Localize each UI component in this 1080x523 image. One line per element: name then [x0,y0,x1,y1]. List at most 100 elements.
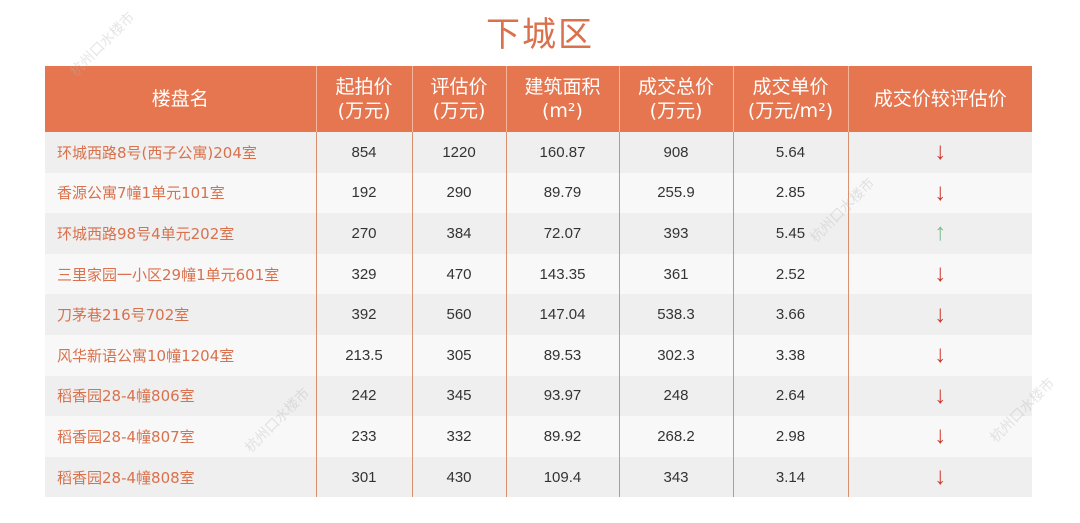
header-label: 楼盘名 [151,88,209,110]
cell-floor-area: 89.92 [506,416,620,457]
cell-property-name: 环城西路98号4单元202室 [45,213,317,254]
cell-trend: ↓ [848,416,1032,457]
cell-deal-total: 908 [619,132,734,173]
cell-trend: ↓ [848,253,1032,295]
arrow-down-icon: ↓ [934,381,947,409]
table-row: 环城西路8号(西子公寓)204室 854 1220 160.87 908 5.6… [45,132,1032,173]
arrow-up-icon: ↑ [934,219,947,247]
arrow-down-icon: ↓ [934,178,947,206]
header-unit: (万元) [432,100,486,122]
cell-appraisal-price: 430 [412,456,507,498]
arrow-down-icon: ↓ [934,300,947,328]
cell-appraisal-price: 305 [412,334,507,376]
cell-property-name: 香源公寓7幢1单元101室 [45,172,317,214]
header-unit: (万元/m²) [747,100,834,122]
header-label: 成交价较评估价 [873,88,1007,110]
cell-floor-area: 109.4 [506,456,620,498]
cell-floor-area: 160.87 [506,132,620,173]
header-unit: (m²) [542,100,583,122]
cell-property-name: 稻香园28-4幢806室 [45,375,317,417]
arrow-down-icon: ↓ [934,422,947,450]
cell-deal-unit-price: 2.64 [733,375,849,417]
cell-appraisal-price: 345 [412,375,507,417]
arrow-down-icon: ↓ [934,138,947,166]
cell-appraisal-price: 1220 [412,132,507,173]
cell-deal-total: 538.3 [619,294,734,335]
cell-trend: ↑ [848,213,1032,254]
table-row: 三里家园一小区29幢1单元601室 329 470 143.35 361 2.5… [45,253,1032,295]
cell-start-price: 329 [316,253,413,295]
arrow-down-icon: ↓ [934,341,947,369]
cell-start-price: 242 [316,375,413,417]
cell-deal-unit-price: 5.45 [733,213,849,254]
cell-start-price: 213.5 [316,334,413,376]
header-row: 楼盘名 起拍价 (万元) 评估价 (万元) 建筑面积 (m²) 成交总价 (万元… [45,66,1032,132]
cell-deal-total: 393 [619,213,734,254]
table-row: 风华新语公寓10幢1204室 213.5 305 89.53 302.3 3.3… [45,334,1032,376]
header-deal-vs-appraisal: 成交价较评估价 [848,66,1032,132]
cell-appraisal-price: 384 [412,213,507,254]
cell-deal-total: 361 [619,253,734,295]
cell-start-price: 233 [316,416,413,457]
arrow-down-icon: ↓ [934,463,947,491]
cell-floor-area: 89.53 [506,334,620,376]
cell-trend: ↓ [848,334,1032,376]
header-start-price: 起拍价 (万元) [316,66,413,132]
cell-deal-unit-price: 2.52 [733,253,849,295]
header-floor-area: 建筑面积 (m²) [506,66,620,132]
cell-deal-unit-price: 3.14 [733,456,849,498]
cell-start-price: 301 [316,456,413,498]
cell-appraisal-price: 470 [412,253,507,295]
header-deal-total: 成交总价 (万元) [619,66,734,132]
cell-appraisal-price: 290 [412,172,507,214]
table-row: 刀茅巷216号702室 392 560 147.04 538.3 3.66 ↓ [45,294,1032,335]
cell-floor-area: 93.97 [506,375,620,417]
cell-property-name: 稻香园28-4幢808室 [45,456,317,498]
auction-results-table: 楼盘名 起拍价 (万元) 评估价 (万元) 建筑面积 (m²) 成交总价 (万元… [45,66,1032,498]
cell-deal-unit-price: 3.66 [733,294,849,335]
header-label: 建筑面积 [524,76,601,98]
cell-deal-unit-price: 3.38 [733,334,849,376]
header-label: 成交单价 [752,76,829,98]
cell-deal-total: 343 [619,456,734,498]
cell-trend: ↓ [848,132,1032,173]
cell-deal-unit-price: 2.98 [733,416,849,457]
cell-trend: ↓ [848,456,1032,498]
cell-trend: ↓ [848,375,1032,417]
cell-start-price: 270 [316,213,413,254]
header-label: 起拍价 [335,76,393,98]
cell-trend: ↓ [848,172,1032,214]
cell-appraisal-price: 332 [412,416,507,457]
header-appraisal-price: 评估价 (万元) [412,66,507,132]
cell-start-price: 854 [316,132,413,173]
cell-property-name: 稻香园28-4幢807室 [45,416,317,457]
cell-start-price: 192 [316,172,413,214]
cell-appraisal-price: 560 [412,294,507,335]
cell-floor-area: 147.04 [506,294,620,335]
cell-property-name: 三里家园一小区29幢1单元601室 [45,253,317,295]
cell-deal-total: 248 [619,375,734,417]
cell-deal-total: 255.9 [619,172,734,214]
table-row: 环城西路98号4单元202室 270 384 72.07 393 5.45 ↑ [45,213,1032,254]
table-row: 稻香园28-4幢807室 233 332 89.92 268.2 2.98 ↓ [45,416,1032,457]
cell-floor-area: 72.07 [506,213,620,254]
table-row: 香源公寓7幢1单元101室 192 290 89.79 255.9 2.85 ↓ [45,172,1032,214]
cell-property-name: 风华新语公寓10幢1204室 [45,334,317,376]
header-unit: (万元) [337,100,391,122]
cell-trend: ↓ [848,294,1032,335]
header-unit: (万元) [649,100,703,122]
cell-deal-unit-price: 5.64 [733,132,849,173]
arrow-down-icon: ↓ [934,260,947,288]
cell-deal-total: 302.3 [619,334,734,376]
cell-floor-area: 143.35 [506,253,620,295]
cell-property-name: 环城西路8号(西子公寓)204室 [45,132,317,173]
cell-floor-area: 89.79 [506,172,620,214]
header-label: 成交总价 [637,76,714,98]
header-property-name: 楼盘名 [45,66,317,132]
table-row: 稻香园28-4幢808室 301 430 109.4 343 3.14 ↓ [45,456,1032,498]
cell-start-price: 392 [316,294,413,335]
page-title: 下城区 [486,15,594,55]
header-label: 评估价 [430,76,488,98]
cell-deal-total: 268.2 [619,416,734,457]
table-row: 稻香园28-4幢806室 242 345 93.97 248 2.64 ↓ [45,375,1032,417]
